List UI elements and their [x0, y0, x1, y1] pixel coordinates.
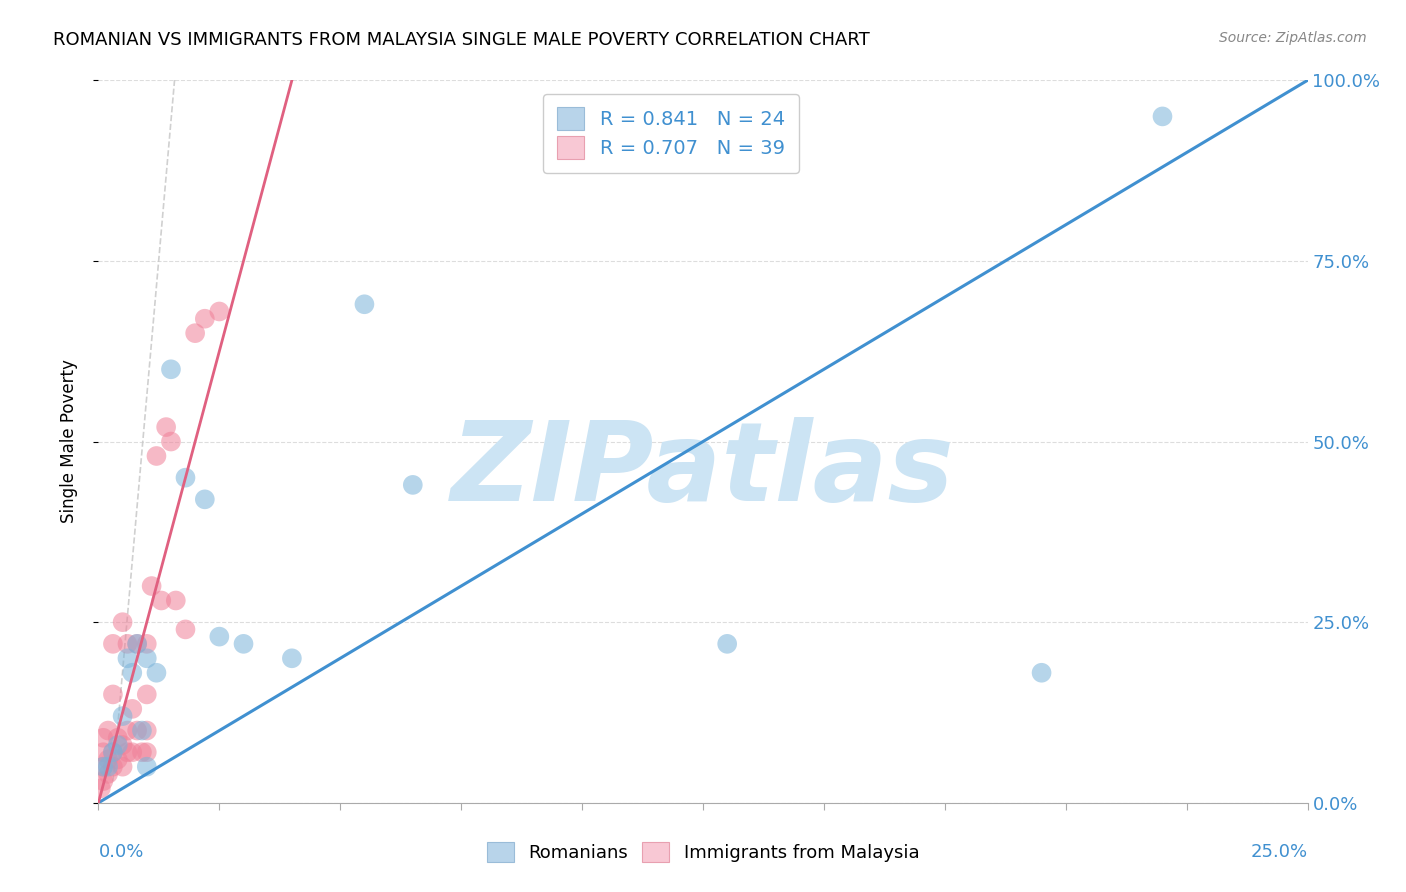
- Text: ROMANIAN VS IMMIGRANTS FROM MALAYSIA SINGLE MALE POVERTY CORRELATION CHART: ROMANIAN VS IMMIGRANTS FROM MALAYSIA SIN…: [53, 31, 870, 49]
- Point: [101, 687, 124, 701]
- Point: [117, 723, 139, 738]
- Point: [716, 637, 738, 651]
- Point: [101, 637, 124, 651]
- Point: [1152, 110, 1174, 124]
- Point: [165, 593, 187, 607]
- Legend: R = 0.841   N = 24, R = 0.707   N = 39: R = 0.841 N = 24, R = 0.707 N = 39: [544, 94, 799, 172]
- Point: [107, 731, 129, 745]
- Text: 0.0%: 0.0%: [98, 843, 143, 861]
- Point: [353, 297, 375, 311]
- Point: [208, 630, 231, 644]
- Point: [91, 774, 114, 789]
- Point: [141, 579, 163, 593]
- Point: [174, 470, 197, 484]
- Point: [135, 760, 157, 774]
- Point: [135, 723, 157, 738]
- Point: [121, 665, 143, 680]
- Point: [135, 651, 157, 665]
- Point: [135, 745, 157, 759]
- Point: [107, 752, 129, 766]
- Point: [281, 651, 304, 665]
- Point: [127, 637, 149, 651]
- Point: [97, 752, 120, 766]
- Legend: Romanians, Immigrants from Malaysia: Romanians, Immigrants from Malaysia: [479, 834, 927, 870]
- Point: [97, 760, 120, 774]
- Point: [111, 738, 134, 752]
- Point: [131, 745, 153, 759]
- Point: [107, 738, 129, 752]
- Point: [145, 449, 167, 463]
- Text: 25.0%: 25.0%: [1250, 843, 1308, 861]
- Point: [208, 304, 231, 318]
- Point: [90, 781, 112, 796]
- Point: [91, 760, 114, 774]
- Point: [135, 637, 157, 651]
- Point: [160, 362, 183, 376]
- Point: [117, 651, 139, 665]
- Point: [111, 709, 134, 723]
- Point: [194, 311, 217, 326]
- Point: [91, 745, 114, 759]
- Point: [97, 723, 120, 738]
- Text: Source: ZipAtlas.com: Source: ZipAtlas.com: [1219, 31, 1367, 45]
- Point: [97, 767, 120, 781]
- Point: [121, 702, 143, 716]
- Point: [91, 731, 114, 745]
- Point: [160, 434, 183, 449]
- Point: [145, 665, 167, 680]
- Text: ZIPatlas: ZIPatlas: [451, 417, 955, 524]
- Point: [111, 615, 134, 630]
- Point: [121, 745, 143, 759]
- Point: [101, 760, 124, 774]
- Point: [150, 593, 173, 607]
- Point: [127, 723, 149, 738]
- Point: [117, 745, 139, 759]
- Point: [184, 326, 207, 340]
- Point: [1031, 665, 1053, 680]
- Point: [194, 492, 217, 507]
- Point: [101, 745, 124, 759]
- Point: [232, 637, 254, 651]
- Point: [101, 745, 124, 759]
- Point: [135, 687, 157, 701]
- Point: [111, 760, 134, 774]
- Point: [91, 760, 114, 774]
- Point: [117, 637, 139, 651]
- Point: [174, 623, 197, 637]
- Point: [127, 637, 149, 651]
- Point: [155, 420, 177, 434]
- Point: [402, 478, 425, 492]
- Point: [131, 723, 153, 738]
- Y-axis label: Single Male Poverty: Single Male Poverty: [59, 359, 77, 524]
